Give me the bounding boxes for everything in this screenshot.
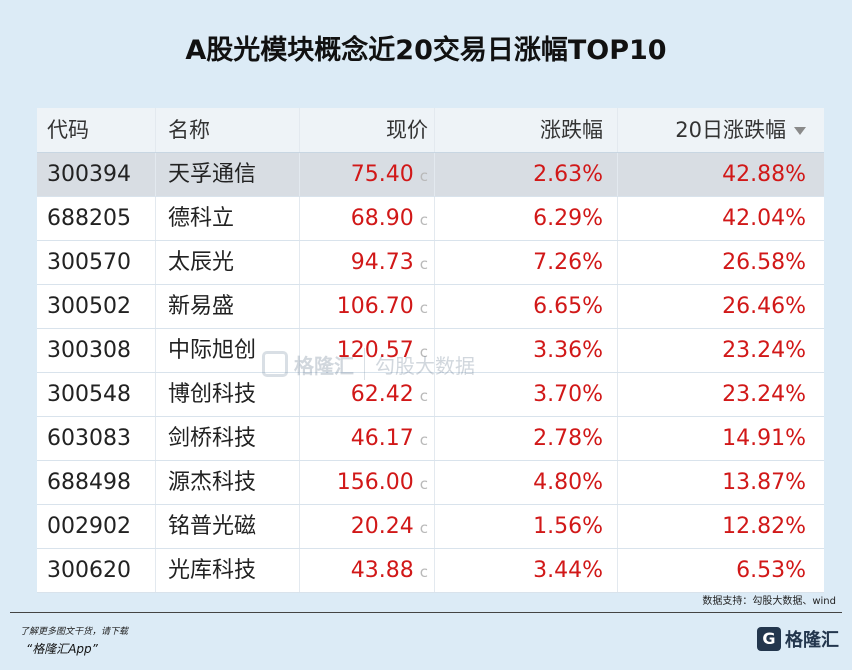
stock-change: 3.36% — [434, 329, 617, 372]
stock-price: 94.73 c — [299, 241, 434, 284]
stock-code: 300570 — [47, 250, 131, 275]
stock-change: 3.70% — [434, 373, 617, 416]
table-row[interactable]: 300548 博创科技 62.42 c 3.70% 23.24% — [37, 373, 824, 417]
brand-logo: G 格隆汇 — [757, 626, 839, 652]
stock-change: 6.65% — [434, 285, 617, 328]
stock-price-value: 106.70 — [336, 294, 414, 319]
stock-price: 156.00 c — [299, 461, 434, 504]
table-body: 300394 天孚通信 75.40 c 2.63% 42.88% 688205 德科立 68.9… — [37, 153, 824, 593]
stock-price-value: 43.88 — [350, 558, 414, 583]
col-header-price[interactable]: 现价 — [299, 108, 434, 152]
price-flag: c — [419, 563, 428, 581]
stock-price: 43.88 c — [299, 549, 434, 592]
price-flag: c — [419, 255, 428, 273]
price-flag: c — [419, 343, 428, 361]
stock-price: 46.17 c — [299, 417, 434, 460]
stock-code: 300394 — [47, 162, 131, 187]
stock-code: 300548 — [47, 382, 131, 407]
stock-change: 2.63% — [434, 153, 617, 196]
col-header-code[interactable]: 代码 — [47, 118, 89, 142]
stock-code: 300308 — [47, 338, 131, 363]
footer-divider — [10, 612, 842, 613]
stock-change: 2.78% — [434, 417, 617, 460]
stock-price-value: 62.42 — [350, 382, 414, 407]
table-row[interactable]: 603083 剑桥科技 46.17 c 2.78% 14.91% — [37, 417, 824, 461]
stock-price-value: 75.40 — [350, 162, 414, 187]
stock-price: 75.40 c — [299, 153, 434, 196]
price-flag: c — [419, 475, 428, 493]
price-flag: c — [419, 299, 428, 317]
stock-code: 300502 — [47, 294, 131, 319]
stock-change20: 26.46% — [617, 285, 824, 328]
stock-price: 20.24 c — [299, 505, 434, 548]
stock-name: 中际旭创 — [155, 329, 299, 372]
stock-price: 68.90 c — [299, 197, 434, 240]
col-header-change[interactable]: 涨跌幅 — [434, 108, 617, 152]
stock-price-value: 156.00 — [336, 470, 414, 495]
price-flag: c — [419, 167, 428, 185]
table-row[interactable]: 300502 新易盛 106.70 c 6.65% 26.46% — [37, 285, 824, 329]
stock-name: 剑桥科技 — [155, 417, 299, 460]
stock-change20: 26.58% — [617, 241, 824, 284]
stock-code: 603083 — [47, 426, 131, 451]
page-title: A股光模块概念近20交易日涨幅TOP10 — [185, 35, 667, 66]
stock-price: 106.70 c — [299, 285, 434, 328]
table-header: 代码 名称 现价 涨跌幅 20日涨跌幅 — [37, 108, 824, 153]
stock-change: 3.44% — [434, 549, 617, 592]
price-flag: c — [419, 519, 428, 537]
stock-name: 源杰科技 — [155, 461, 299, 504]
logo-mark-icon: G — [757, 627, 781, 651]
table-row[interactable]: 300620 光库科技 43.88 c 3.44% 6.53% — [37, 549, 824, 593]
stock-code: 688498 — [47, 470, 131, 495]
stock-code: 688205 — [47, 206, 131, 231]
data-source-note: 数据支持：勾股大数据、wind — [702, 596, 836, 607]
stock-table: 代码 名称 现价 涨跌幅 20日涨跌幅 300394 天孚通信 75.40 c 2.63… — [37, 108, 824, 593]
stock-change20: 42.04% — [617, 197, 824, 240]
stock-name: 新易盛 — [155, 285, 299, 328]
stock-name: 太辰光 — [155, 241, 299, 284]
stock-change: 4.80% — [434, 461, 617, 504]
table-row[interactable]: 688205 德科立 68.90 c 6.29% 42.04% — [37, 197, 824, 241]
stock-name: 光库科技 — [155, 549, 299, 592]
stock-price: 120.57 c — [299, 329, 434, 372]
stock-change: 1.56% — [434, 505, 617, 548]
table-row[interactable]: 300394 天孚通信 75.40 c 2.63% 42.88% — [37, 153, 824, 197]
stock-name: 德科立 — [155, 197, 299, 240]
stock-change: 6.29% — [434, 197, 617, 240]
stock-change: 7.26% — [434, 241, 617, 284]
table-row[interactable]: 300570 太辰光 94.73 c 7.26% 26.58% — [37, 241, 824, 285]
stock-price: 62.42 c — [299, 373, 434, 416]
stock-name: 铭普光磁 — [155, 505, 299, 548]
table-row[interactable]: 300308 中际旭创 120.57 c 3.36% 23.24% — [37, 329, 824, 373]
col-header-change20[interactable]: 20日涨跌幅 — [617, 108, 824, 152]
sort-desc-icon[interactable] — [794, 127, 806, 135]
stock-name: 天孚通信 — [155, 153, 299, 196]
col-header-change20-label: 20日涨跌幅 — [675, 118, 786, 142]
stock-price-value: 46.17 — [350, 426, 414, 451]
stock-change20: 6.53% — [617, 549, 824, 592]
stock-change20: 13.87% — [617, 461, 824, 504]
table-row[interactable]: 688498 源杰科技 156.00 c 4.80% 13.87% — [37, 461, 824, 505]
stock-price-value: 68.90 — [350, 206, 414, 231]
price-flag: c — [419, 431, 428, 449]
stock-change20: 23.24% — [617, 373, 824, 416]
stock-price-value: 120.57 — [336, 338, 414, 363]
stock-change20: 42.88% — [617, 153, 824, 196]
stock-change20: 23.24% — [617, 329, 824, 372]
stock-price-value: 94.73 — [350, 250, 414, 275]
stock-name: 博创科技 — [155, 373, 299, 416]
stock-change20: 14.91% — [617, 417, 824, 460]
footer-promo-line2: “格隆汇App” — [26, 642, 98, 656]
footer-promo-line1: 了解更多图文干货，请下载 — [20, 627, 129, 637]
table-row[interactable]: 002902 铭普光磁 20.24 c 1.56% 12.82% — [37, 505, 824, 549]
price-flag: c — [419, 387, 428, 405]
stock-change20: 12.82% — [617, 505, 824, 548]
stock-price-value: 20.24 — [350, 514, 414, 539]
col-header-name[interactable]: 名称 — [155, 108, 299, 152]
price-flag: c — [419, 211, 428, 229]
logo-text: 格隆汇 — [785, 630, 839, 651]
stock-code: 300620 — [47, 558, 131, 583]
stock-code: 002902 — [47, 514, 131, 539]
